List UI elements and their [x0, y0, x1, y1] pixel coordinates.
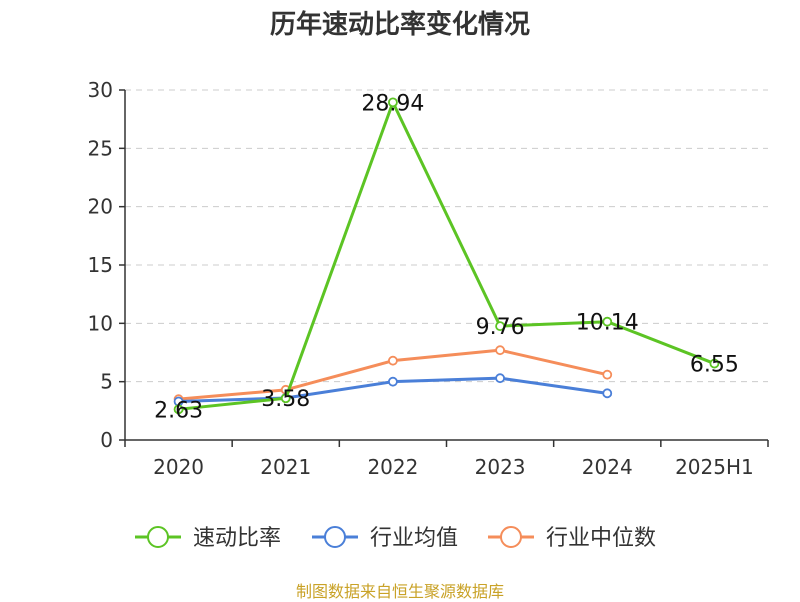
x-tick-label-2021: 2021: [260, 455, 311, 479]
data-point-0-3: [495, 321, 505, 332]
legend-label-1: 行业均值: [370, 526, 458, 551]
series-1: [173, 373, 613, 407]
data-point-2-3: [495, 345, 505, 356]
x-tick-label-2022: 2022: [367, 455, 418, 479]
y-tick-label-20: 20: [88, 195, 113, 219]
data-point-1-4: [602, 388, 613, 399]
x-tick-label-2023: 2023: [475, 455, 526, 479]
x-tick-label-2020: 2020: [153, 455, 204, 479]
legend-item-1: 行业均值: [312, 526, 458, 551]
data-label-2: 28.94: [361, 91, 424, 116]
legend-item-0: 速动比率: [135, 526, 281, 551]
x-axis-ticks: 2020 2021 2022 2023 2024 2025H1: [124, 440, 769, 479]
data-point-2-4: [602, 369, 613, 380]
y-axis-ticks: 0 5 10 15 20 25 30: [88, 78, 125, 452]
y-tick-label-10: 10: [88, 311, 113, 335]
data-label-3: 9.76: [476, 315, 525, 340]
data-label-0: 2.63: [154, 398, 203, 423]
data-point-1-2: [388, 376, 398, 387]
series-group: [173, 97, 720, 415]
data-point-1-3: [495, 373, 505, 384]
data-point-0-1: [280, 393, 291, 404]
x-tick-label-2024: 2024: [582, 455, 633, 479]
data-label-1: 3.58: [261, 387, 310, 412]
series-2: [173, 345, 613, 405]
data-label-5: 6.55: [690, 353, 739, 378]
series-line-0: [178, 100, 715, 411]
data-point-0-0: [173, 404, 184, 415]
data-point-0-4: [602, 316, 613, 327]
data-point-0-2: [388, 97, 398, 108]
legend-marker-2: [500, 526, 522, 548]
x-tick-label-2025H1: 2025H1: [675, 455, 754, 479]
grid-lines: [125, 89, 768, 383]
data-label-4: 10.14: [576, 311, 639, 336]
legend-marker-1: [324, 526, 346, 548]
data-labels: 2.63 3.58 28.94 9.76 10.14 6.55: [154, 91, 739, 423]
legend: 速动比率 行业均值 行业中位数: [135, 526, 656, 551]
y-tick-label-5: 5: [100, 370, 113, 394]
chart-title: 历年速动比率变化情况: [269, 10, 530, 40]
y-tick-label-25: 25: [88, 136, 113, 160]
legend-label-0: 速动比率: [193, 526, 281, 551]
y-tick-label-0: 0: [100, 428, 113, 452]
data-point-0-5: [709, 358, 720, 369]
data-point-2-2: [388, 355, 398, 366]
y-tick-label-30: 30: [88, 78, 113, 102]
legend-label-2: 行业中位数: [546, 526, 656, 551]
series-0: [173, 97, 720, 415]
y-tick-label-15: 15: [88, 253, 113, 277]
legend-marker-0: [147, 526, 169, 548]
legend-item-2: 行业中位数: [488, 526, 656, 551]
source-note: 制图数据来自恒生聚源数据库: [295, 582, 504, 601]
